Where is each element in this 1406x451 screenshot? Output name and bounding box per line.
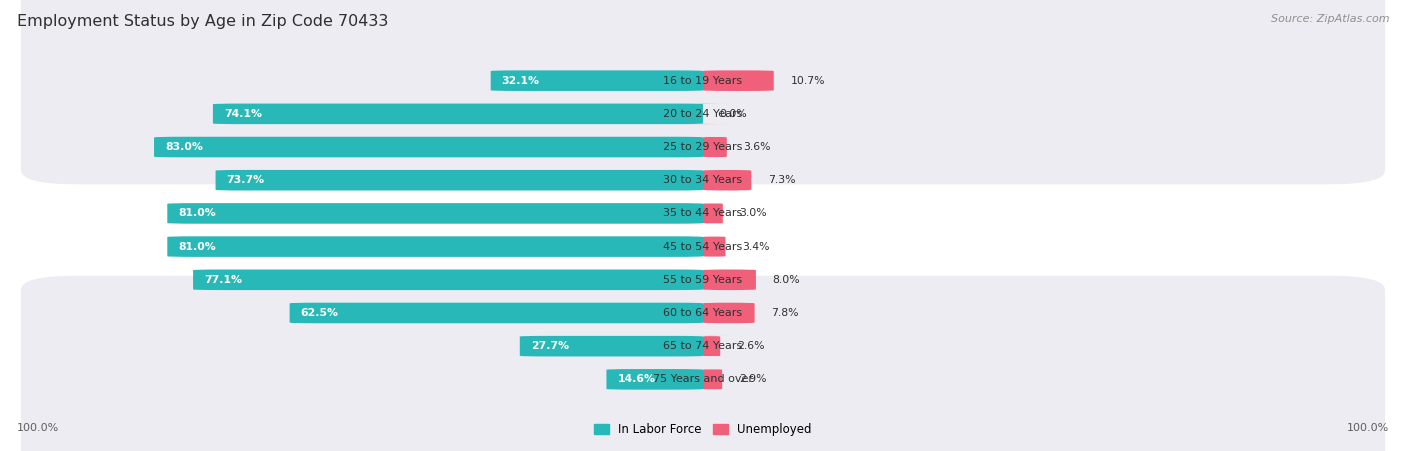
Text: 20 to 24 Years: 20 to 24 Years <box>664 109 742 119</box>
Text: 14.6%: 14.6% <box>617 374 655 384</box>
Text: 81.0%: 81.0% <box>179 242 217 252</box>
FancyBboxPatch shape <box>703 270 756 290</box>
Text: 0.0%: 0.0% <box>720 109 747 119</box>
Text: 77.1%: 77.1% <box>204 275 242 285</box>
FancyBboxPatch shape <box>491 70 703 91</box>
Text: 35 to 44 Years: 35 to 44 Years <box>664 208 742 218</box>
Text: 2.6%: 2.6% <box>737 341 765 351</box>
Text: 7.3%: 7.3% <box>768 175 796 185</box>
Text: 65 to 74 Years: 65 to 74 Years <box>664 341 742 351</box>
FancyBboxPatch shape <box>290 303 703 323</box>
Text: 83.0%: 83.0% <box>165 142 202 152</box>
Text: 60 to 64 Years: 60 to 64 Years <box>664 308 742 318</box>
FancyBboxPatch shape <box>703 170 751 190</box>
Text: 10.7%: 10.7% <box>790 76 825 86</box>
Text: 73.7%: 73.7% <box>226 175 264 185</box>
FancyBboxPatch shape <box>520 336 703 356</box>
Text: 8.0%: 8.0% <box>772 275 800 285</box>
FancyBboxPatch shape <box>606 369 703 390</box>
FancyBboxPatch shape <box>167 236 703 257</box>
Text: 100.0%: 100.0% <box>17 423 59 433</box>
Text: 16 to 19 Years: 16 to 19 Years <box>664 76 742 86</box>
Text: 3.0%: 3.0% <box>740 208 768 218</box>
Text: 45 to 54 Years: 45 to 54 Years <box>664 242 742 252</box>
FancyBboxPatch shape <box>167 203 703 224</box>
Text: 3.4%: 3.4% <box>742 242 769 252</box>
Text: Source: ZipAtlas.com: Source: ZipAtlas.com <box>1271 14 1389 23</box>
FancyBboxPatch shape <box>703 303 755 323</box>
Text: 62.5%: 62.5% <box>301 308 339 318</box>
FancyBboxPatch shape <box>21 276 1385 451</box>
Text: 32.1%: 32.1% <box>502 76 540 86</box>
FancyBboxPatch shape <box>215 170 703 190</box>
Text: 25 to 29 Years: 25 to 29 Years <box>664 142 742 152</box>
Text: 30 to 34 Years: 30 to 34 Years <box>664 175 742 185</box>
Text: 75 Years and over: 75 Years and over <box>652 374 754 384</box>
Text: 3.6%: 3.6% <box>744 142 770 152</box>
FancyBboxPatch shape <box>212 104 703 124</box>
FancyBboxPatch shape <box>193 270 703 290</box>
Text: 7.8%: 7.8% <box>770 308 799 318</box>
Text: 2.9%: 2.9% <box>738 374 766 384</box>
FancyBboxPatch shape <box>155 137 703 157</box>
Text: 27.7%: 27.7% <box>531 341 569 351</box>
Text: 100.0%: 100.0% <box>1347 423 1389 433</box>
Text: Employment Status by Age in Zip Code 70433: Employment Status by Age in Zip Code 704… <box>17 14 388 28</box>
FancyBboxPatch shape <box>675 104 731 124</box>
Text: 74.1%: 74.1% <box>224 109 262 119</box>
FancyBboxPatch shape <box>21 0 1385 184</box>
FancyBboxPatch shape <box>699 137 731 157</box>
FancyBboxPatch shape <box>693 336 731 356</box>
Legend: In Labor Force, Unemployed: In Labor Force, Unemployed <box>589 418 817 441</box>
FancyBboxPatch shape <box>697 236 731 257</box>
FancyBboxPatch shape <box>703 70 773 91</box>
Text: 55 to 59 Years: 55 to 59 Years <box>664 275 742 285</box>
FancyBboxPatch shape <box>695 369 731 390</box>
Text: 81.0%: 81.0% <box>179 208 217 218</box>
FancyBboxPatch shape <box>696 203 731 224</box>
